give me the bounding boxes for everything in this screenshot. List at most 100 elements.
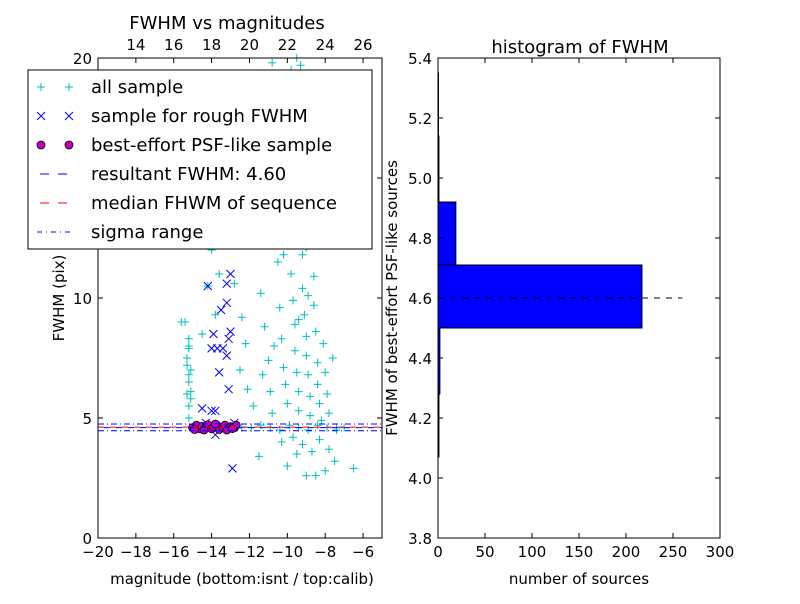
all-sample-point	[296, 61, 305, 70]
all-sample-point	[315, 399, 324, 408]
x-tick-label: −14	[196, 543, 228, 561]
legend-label: sample for rough FWHM	[91, 106, 308, 127]
histogram-ylabel: FWHM of best-effort PSF-like sources	[383, 160, 401, 436]
all-sample-point	[184, 344, 193, 353]
rough-sample-point	[218, 344, 228, 353]
x-tick-label: 150	[565, 543, 594, 561]
all-sample-point	[279, 363, 288, 372]
all-sample-point	[309, 301, 318, 310]
all-sample-point	[184, 414, 193, 422]
y-tick-label: 10	[73, 290, 92, 308]
all-sample-point	[277, 334, 286, 343]
all-sample-point	[309, 272, 318, 281]
y-tick-label: 4.6	[408, 290, 432, 308]
all-sample-point	[289, 433, 298, 442]
all-sample-point	[184, 402, 193, 410]
top-x-tick-label: 16	[164, 36, 183, 54]
all-sample-point	[317, 416, 326, 425]
all-sample-point	[184, 334, 193, 343]
all-sample-point	[281, 380, 290, 389]
all-sample-point	[294, 387, 303, 396]
y-tick-label: 5.0	[408, 170, 432, 188]
rough-sample-point	[209, 329, 218, 339]
rough-sample-point	[224, 384, 233, 394]
top-x-tick-label: 24	[316, 36, 335, 54]
all-sample-point	[268, 409, 277, 418]
all-sample-point	[311, 327, 320, 336]
top-x-tick-label: 14	[126, 36, 145, 54]
all-sample-point	[182, 361, 191, 370]
scatter-panel: FWHM vs magnitudes magnitude (bottom:isn…	[27, 13, 383, 588]
y-tick-label: 5.4	[408, 50, 432, 68]
legend-cross-icon	[36, 111, 46, 121]
all-sample-point	[268, 58, 277, 67]
rough-sample-point	[224, 334, 233, 344]
all-sample-point	[287, 270, 296, 278]
all-sample-point	[177, 318, 186, 326]
all-sample-point	[230, 279, 239, 288]
all-sample-point	[302, 332, 311, 341]
rough-sample-point	[207, 344, 216, 353]
legend-cross-icon	[64, 111, 74, 121]
psf-sample-point	[228, 424, 237, 433]
y-tick-label: 0	[82, 530, 92, 548]
all-sample-point	[270, 342, 279, 350]
all-sample-point	[302, 351, 311, 360]
all-sample-point	[298, 284, 307, 293]
all-sample-point	[236, 366, 244, 374]
all-sample-point	[304, 370, 313, 379]
all-sample-point	[290, 346, 299, 355]
histogram-bar	[437, 201, 457, 266]
top-x-tick-label: 20	[240, 36, 259, 54]
x-tick-label: −10	[272, 543, 304, 561]
all-sample-point	[304, 291, 313, 300]
rough-sample-point	[222, 351, 232, 360]
x-tick-label: 50	[475, 543, 494, 561]
all-sample-point	[186, 387, 195, 396]
x-tick-label: −16	[158, 543, 190, 561]
all-sample-point	[186, 394, 195, 403]
rough-sample-point	[211, 406, 220, 416]
all-sample-point	[254, 452, 263, 461]
all-sample-point	[266, 387, 275, 396]
legend-label: sigma range	[91, 222, 203, 243]
all-sample-point	[298, 250, 307, 259]
all-sample-point	[283, 462, 292, 470]
all-sample-point	[324, 445, 333, 454]
rough-sample-point	[222, 279, 232, 288]
scatter-xlabel: magnitude (bottom:isnt / top:calib)	[110, 570, 374, 588]
y-tick-label: 4.2	[408, 410, 432, 428]
rough-sample-point	[216, 305, 226, 315]
all-sample-point	[315, 435, 324, 444]
top-x-tick-label: 26	[354, 36, 373, 54]
histogram-title: histogram of FWHM	[491, 37, 668, 58]
all-sample-point	[294, 315, 303, 324]
all-sample-point	[290, 320, 299, 329]
legend-plus-icon	[37, 83, 45, 91]
all-sample-point	[321, 368, 330, 377]
all-sample-point	[323, 390, 332, 398]
all-sample-point	[186, 366, 195, 374]
all-sample-point	[321, 466, 330, 475]
all-sample-point	[302, 471, 311, 480]
legend-dot-icon	[64, 140, 74, 150]
histogram-xlabel: number of sources	[509, 570, 649, 588]
all-sample-point	[298, 440, 307, 449]
all-sample-point	[311, 471, 320, 480]
y-tick-label: 5.2	[408, 110, 432, 128]
y-tick-label: 3.8	[408, 530, 432, 548]
y-tick-label: 4.8	[408, 230, 432, 248]
scatter-ylabel: FWHM (pix)	[50, 255, 68, 342]
all-sample-point	[273, 258, 282, 266]
y-tick-label: 4.0	[408, 470, 432, 488]
top-x-tick-label: 22	[278, 36, 297, 54]
all-sample-point	[249, 402, 258, 410]
all-sample-point	[289, 296, 298, 305]
rough-sample-point	[207, 406, 216, 416]
all-sample-point	[319, 339, 328, 348]
all-sample-point	[313, 358, 322, 367]
y-tick-label: 20	[73, 50, 92, 68]
rough-sample-point	[222, 298, 232, 308]
all-sample-point	[243, 385, 252, 394]
